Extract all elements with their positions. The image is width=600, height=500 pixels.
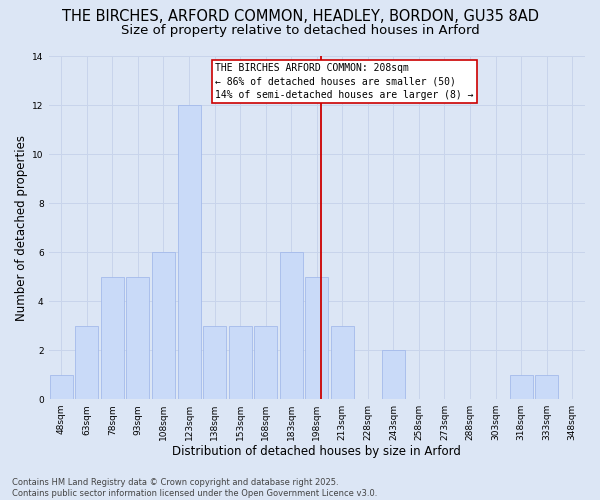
Bar: [280, 252, 303, 399]
Bar: [331, 326, 354, 399]
Text: THE BIRCHES, ARFORD COMMON, HEADLEY, BORDON, GU35 8AD: THE BIRCHES, ARFORD COMMON, HEADLEY, BOR…: [62, 9, 539, 24]
Bar: [203, 326, 226, 399]
Y-axis label: Number of detached properties: Number of detached properties: [15, 134, 28, 320]
Text: Contains HM Land Registry data © Crown copyright and database right 2025.
Contai: Contains HM Land Registry data © Crown c…: [12, 478, 377, 498]
Text: Size of property relative to detached houses in Arford: Size of property relative to detached ho…: [121, 24, 479, 37]
Bar: [229, 326, 251, 399]
Text: THE BIRCHES ARFORD COMMON: 208sqm
← 86% of detached houses are smaller (50)
14% : THE BIRCHES ARFORD COMMON: 208sqm ← 86% …: [215, 64, 474, 100]
Bar: [535, 374, 558, 399]
X-axis label: Distribution of detached houses by size in Arford: Distribution of detached houses by size …: [172, 444, 461, 458]
Bar: [178, 105, 200, 399]
Bar: [101, 276, 124, 399]
Bar: [76, 326, 98, 399]
Bar: [127, 276, 149, 399]
Bar: [305, 276, 328, 399]
Bar: [50, 374, 73, 399]
Bar: [254, 326, 277, 399]
Bar: [152, 252, 175, 399]
Bar: [509, 374, 533, 399]
Bar: [382, 350, 405, 399]
